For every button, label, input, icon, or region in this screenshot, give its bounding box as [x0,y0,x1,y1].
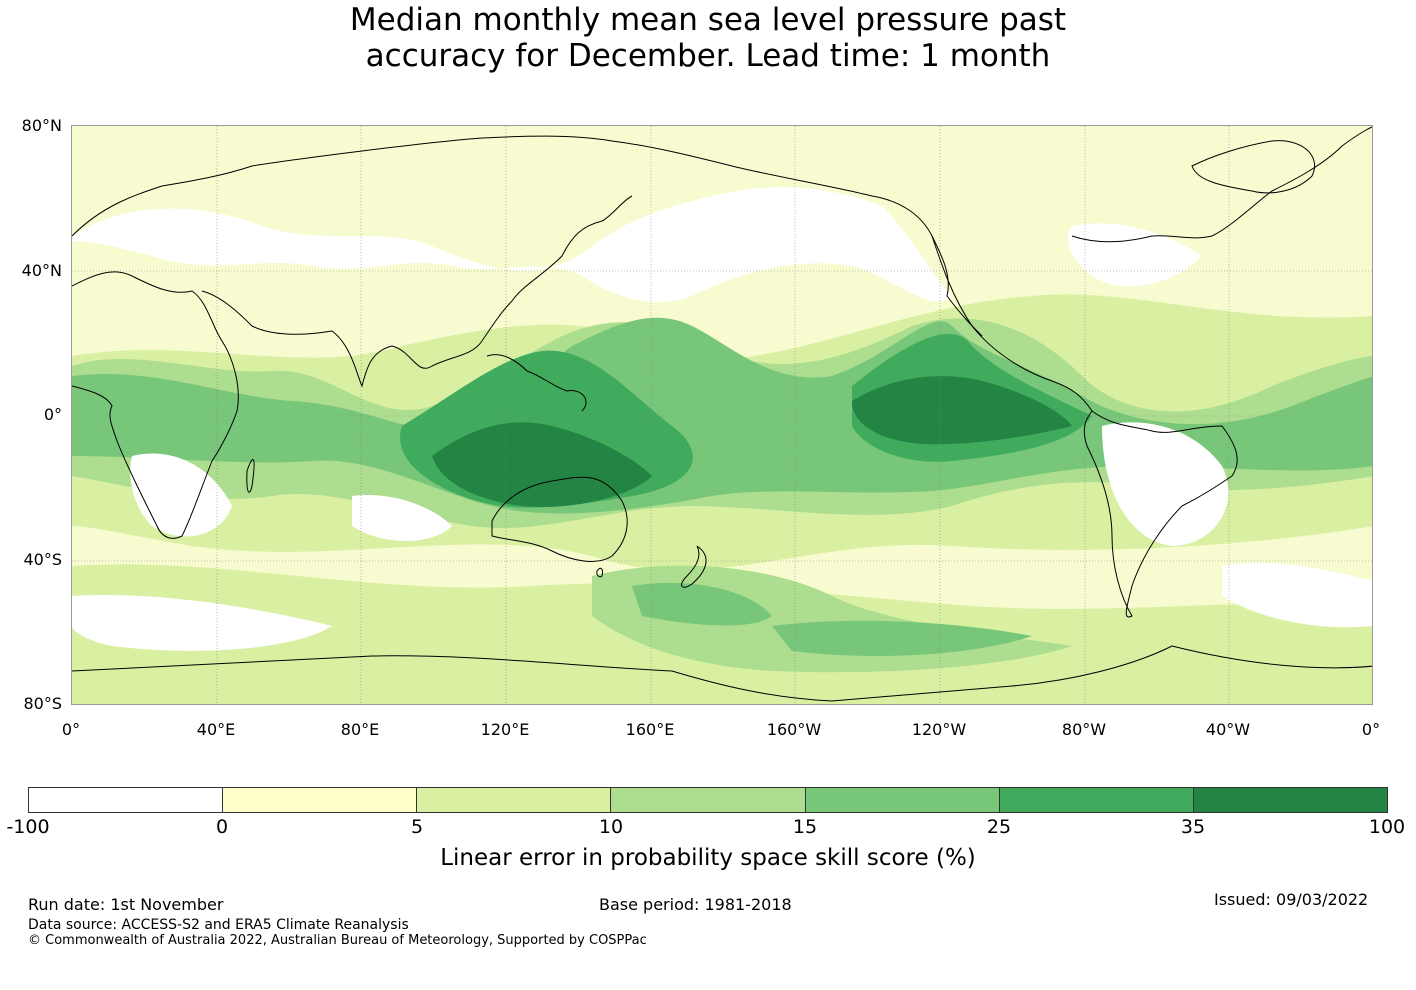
field-green-south-pacific [772,620,1032,656]
field-white-south-america [1102,422,1229,546]
lon-label-80e: 80°E [340,720,380,739]
field-white-north [72,187,952,303]
map-canvas [72,126,1372,704]
lon-label-0-west: 0° [61,720,81,739]
lon-label-160w: 160°W [766,720,822,739]
colorbar-tick-25: 25 [986,816,1012,838]
field-darkest-east [852,376,1072,445]
lat-label-40s: 40°S [23,550,62,569]
coast-new-zealand [681,545,707,588]
colorbar-segment-2 [223,788,418,812]
lon-label-80w: 80°W [1061,720,1107,739]
coast-americas [931,235,1238,618]
colorbar-tick-minus-100: -100 [6,816,50,838]
coast-tasmania [596,567,603,578]
colorbar-tick-10: 10 [598,816,624,838]
lon-label-40e: 40°E [196,720,236,739]
lat-label-80n: 80°N [21,116,62,135]
skill-field [72,126,1372,704]
title-line-1: Median monthly mean sea level pressure p… [349,2,1067,38]
colorbar-tick-35: 35 [1180,816,1206,838]
lon-label-120w: 120°W [911,720,967,739]
title-line-2: accuracy for December. Lead time: 1 mont… [365,38,1051,74]
colorbar-tick-100: 100 [1368,816,1406,838]
coast-australia [491,476,628,562]
colorbar [28,787,1388,813]
lat-label-40n: 40°N [21,261,62,280]
base-period: Base period: 1981-2018 [599,895,792,914]
colorbar-tick-0: 0 [215,816,229,838]
run-date: Run date: 1st November [28,895,224,914]
field-white-north-america [1068,223,1202,287]
coast-greenland [1191,140,1315,194]
field-white-indian-ocean [352,495,452,541]
colorbar-segment-1 [29,788,224,812]
colorbar-segment-6 [999,788,1194,812]
colorbar-tick-5: 5 [410,816,424,838]
field-white-south-atlantic [1222,562,1372,628]
colorbar-segment-7 [1193,788,1387,812]
colorbar-segment-3 [417,788,612,812]
lon-label-120e: 120°E [480,720,530,739]
data-source: Data source: ACCESS-S2 and ERA5 Climate … [28,917,409,933]
coast-antarctica [72,645,1372,702]
skill-score-map [71,125,1373,705]
coast-asia-south [201,195,633,388]
coastlines [72,126,1372,702]
coast-madagascar [246,459,255,493]
issued-date: Issued: 09/03/2022 [1214,890,1369,909]
coast-africa [72,271,239,539]
colorbar-segment-4 [611,788,806,812]
copyright-notice: © Commonwealth of Australia 2022, Austra… [28,933,647,948]
field-green [72,317,1372,514]
lat-label-80s: 80°S [23,694,62,713]
lon-label-40w: 40°W [1205,720,1251,739]
lon-label-160e: 160°E [625,720,675,739]
field-green-south [632,582,772,626]
field-white-southern-ocean [72,595,332,651]
colorbar-label: Linear error in probability space skill … [440,845,976,871]
lon-label-0-east: 0° [1361,720,1381,739]
graticule [72,126,1372,704]
coast-indonesia [486,354,587,412]
coast-north-america-east [1071,126,1372,243]
map-title: Median monthly mean sea level pressure p… [0,2,1416,74]
lat-label-0: 0° [43,405,62,424]
field-darkest-west [432,422,652,507]
colorbar-tick-15: 15 [792,816,818,838]
colorbar-segment-5 [805,788,1000,812]
